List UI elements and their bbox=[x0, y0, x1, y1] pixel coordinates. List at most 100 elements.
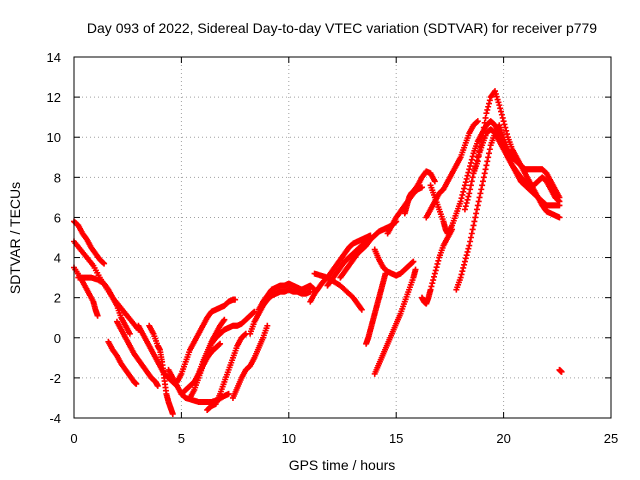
data-point bbox=[472, 163, 479, 170]
x-tick-label: 15 bbox=[389, 431, 403, 446]
y-tick-label: 12 bbox=[47, 90, 61, 105]
data-point bbox=[409, 259, 416, 266]
data-point bbox=[431, 178, 438, 185]
data-point bbox=[478, 186, 485, 193]
data-point bbox=[476, 194, 483, 201]
data-point bbox=[461, 258, 468, 265]
data-point bbox=[464, 196, 471, 203]
data-point bbox=[251, 308, 258, 315]
data-point bbox=[501, 121, 508, 128]
data-point bbox=[467, 159, 474, 166]
data-point bbox=[474, 118, 481, 125]
data-point bbox=[459, 191, 466, 198]
data-point bbox=[432, 267, 439, 274]
data-point bbox=[495, 99, 502, 106]
data-point bbox=[480, 174, 487, 181]
data-series bbox=[174, 296, 239, 385]
data-point bbox=[264, 322, 271, 329]
data-point bbox=[479, 182, 486, 189]
x-tick-label: 20 bbox=[496, 431, 510, 446]
data-point bbox=[465, 245, 472, 252]
y-tick-label: -4 bbox=[49, 411, 61, 426]
data-series bbox=[146, 322, 176, 417]
data-point bbox=[462, 203, 469, 210]
data-series bbox=[423, 118, 481, 221]
data-series bbox=[195, 340, 224, 377]
data-point bbox=[468, 156, 475, 163]
data-point bbox=[457, 198, 464, 205]
data-point bbox=[483, 162, 490, 169]
data-point bbox=[100, 259, 107, 266]
data-series bbox=[453, 122, 563, 293]
data-point bbox=[485, 100, 492, 107]
x-tick-label: 25 bbox=[604, 431, 618, 446]
data-point bbox=[469, 226, 476, 233]
data-series bbox=[105, 338, 140, 387]
y-axis-label: SDTVAR / TECUs bbox=[7, 182, 23, 294]
axes-ticks bbox=[73, 56, 612, 419]
data-point bbox=[474, 202, 481, 209]
data-point bbox=[428, 283, 435, 290]
data-point bbox=[502, 124, 509, 131]
data-point bbox=[433, 264, 440, 271]
data-point bbox=[477, 190, 484, 197]
data-point bbox=[483, 110, 490, 117]
data-point bbox=[497, 105, 504, 112]
data-point bbox=[485, 150, 492, 157]
data-point bbox=[465, 169, 472, 176]
y-tick-labels: -4 -2 0 2 4 6 8 10 12 14 bbox=[47, 50, 61, 426]
data-point bbox=[463, 200, 470, 207]
data-point bbox=[462, 255, 469, 262]
data-point bbox=[460, 188, 467, 195]
data-point bbox=[481, 170, 488, 177]
data-series bbox=[71, 218, 108, 267]
data-point bbox=[464, 248, 471, 255]
data-point bbox=[469, 174, 476, 181]
data-point bbox=[473, 157, 480, 164]
data-point bbox=[465, 193, 472, 200]
x-tick-labels: 0 5 10 15 20 25 bbox=[70, 431, 618, 446]
data-series bbox=[75, 274, 133, 337]
data-point bbox=[154, 382, 161, 389]
data-point bbox=[461, 185, 468, 192]
data-point bbox=[473, 118, 480, 125]
data-point bbox=[101, 260, 108, 267]
data-point bbox=[470, 170, 477, 177]
data-point bbox=[484, 106, 491, 113]
data-point bbox=[458, 195, 465, 202]
x-axis-label: GPS time / hours bbox=[289, 457, 396, 473]
data-point bbox=[410, 258, 417, 265]
data-point bbox=[430, 277, 437, 284]
data-series bbox=[204, 330, 249, 413]
data-point bbox=[498, 108, 505, 115]
x-tick-label: 5 bbox=[178, 431, 185, 446]
data-point bbox=[492, 88, 499, 95]
data-point bbox=[217, 340, 224, 347]
data-point bbox=[467, 182, 474, 189]
data-point bbox=[485, 103, 492, 110]
data-point bbox=[307, 288, 314, 295]
data-point bbox=[468, 230, 475, 237]
data-point bbox=[473, 206, 480, 213]
chart-title: Day 093 of 2022, Sidereal Day-to-day VTE… bbox=[87, 20, 597, 36]
data-point bbox=[556, 198, 563, 205]
data-series bbox=[371, 246, 417, 279]
y-tick-label: 8 bbox=[54, 170, 61, 185]
plot-frame bbox=[73, 56, 612, 419]
data-point bbox=[126, 330, 133, 337]
data-point bbox=[485, 154, 492, 161]
y-tick-label: 0 bbox=[54, 331, 61, 346]
data-point bbox=[431, 273, 438, 280]
data-point bbox=[467, 238, 474, 245]
data-point bbox=[133, 380, 140, 387]
data-point bbox=[464, 172, 471, 179]
y-tick-label: 4 bbox=[54, 251, 61, 266]
data-series bbox=[461, 126, 563, 213]
data-point bbox=[558, 368, 565, 375]
data-point bbox=[473, 210, 480, 217]
data-point bbox=[418, 184, 425, 191]
data-point bbox=[216, 341, 223, 348]
data-point bbox=[482, 114, 489, 121]
